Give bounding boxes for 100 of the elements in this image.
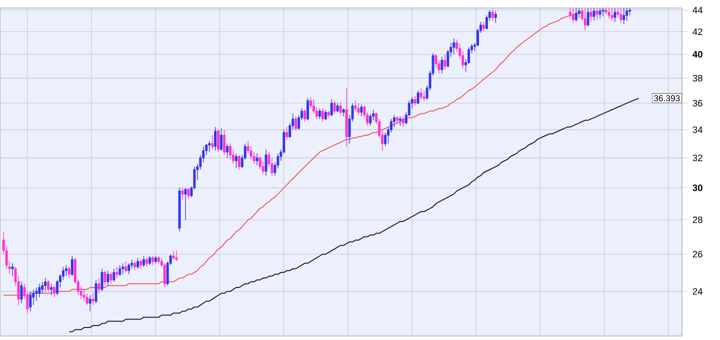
candlestick xyxy=(214,126,217,152)
candlestick xyxy=(50,283,53,296)
candlestick xyxy=(256,153,258,166)
candlestick xyxy=(491,8,494,22)
candlestick xyxy=(452,38,456,55)
candlestick xyxy=(223,129,226,156)
candlestick xyxy=(47,280,50,292)
candlestick xyxy=(304,109,306,122)
candlestick xyxy=(339,102,342,116)
candlestick xyxy=(402,116,404,128)
candlestick xyxy=(136,257,140,270)
candlestick xyxy=(286,126,288,140)
candlestick xyxy=(145,257,148,268)
candlestick xyxy=(324,109,327,121)
y-tick-label: 30 xyxy=(692,184,702,192)
candlestick xyxy=(336,102,339,113)
candlestick xyxy=(70,256,74,276)
y-tick-label: 34 xyxy=(692,126,703,134)
candlestick xyxy=(86,292,88,306)
candlestick xyxy=(104,270,106,286)
candlestick xyxy=(98,278,100,294)
candlestick xyxy=(35,287,38,302)
candlestick xyxy=(151,256,154,266)
candlestick xyxy=(142,256,145,268)
y-tick-label: 42 xyxy=(692,28,702,35)
candlestick xyxy=(122,262,124,275)
candlestick xyxy=(306,98,309,121)
y-tick-label: 24 xyxy=(692,288,703,295)
candlestick xyxy=(112,268,116,282)
y-tick-label: 36 xyxy=(692,100,702,107)
candlestick xyxy=(258,156,262,170)
candlestick xyxy=(626,8,628,22)
candlestick xyxy=(228,143,232,160)
candlestick xyxy=(44,278,47,292)
y-tick-label: 44 xyxy=(692,6,703,14)
candlestick xyxy=(482,22,485,32)
candlestick xyxy=(110,272,112,284)
candlestick xyxy=(53,285,56,298)
candlestick xyxy=(178,187,181,232)
candlestick xyxy=(29,291,32,312)
candlestick xyxy=(262,160,264,174)
candlestick xyxy=(157,256,160,264)
candlestick xyxy=(134,261,136,271)
y-tick-label: 28 xyxy=(692,216,702,224)
y-tick-label: 32 xyxy=(692,154,702,162)
candlestick xyxy=(88,294,92,312)
candlestick xyxy=(148,256,151,266)
candlestick xyxy=(357,102,360,116)
candlestick xyxy=(140,259,142,270)
candlestick xyxy=(333,100,336,114)
candlestick xyxy=(369,113,372,126)
y-tick-label: 26 xyxy=(692,250,702,258)
candlestick xyxy=(184,187,187,220)
candlestick xyxy=(82,289,86,302)
candlestick xyxy=(116,266,118,278)
candlestick xyxy=(175,250,178,262)
candlestick xyxy=(234,153,238,168)
candlestick xyxy=(342,108,345,117)
y-tick-label: 38 xyxy=(692,74,702,82)
candlestick xyxy=(94,280,98,304)
candlestick xyxy=(586,8,590,27)
candlestick xyxy=(321,108,324,122)
candlestick xyxy=(20,281,23,304)
candlestick xyxy=(220,128,223,152)
candlestick xyxy=(330,99,333,117)
candlestick xyxy=(217,129,220,152)
candlestick xyxy=(118,264,122,276)
candlestick xyxy=(38,283,41,298)
candlestick xyxy=(226,143,228,158)
candlestick xyxy=(211,134,214,150)
candlestick xyxy=(41,281,44,294)
candlestick xyxy=(64,264,68,276)
candlestick xyxy=(327,110,330,118)
candlestick xyxy=(11,262,14,276)
candlestick xyxy=(124,261,128,273)
candlestick xyxy=(494,10,497,24)
candlestick xyxy=(154,256,157,264)
candlestick xyxy=(238,154,240,170)
candlestick xyxy=(396,116,398,125)
candlestick xyxy=(345,88,348,147)
candlestick xyxy=(590,8,592,22)
candlestick xyxy=(420,88,422,100)
candlestick xyxy=(602,8,604,17)
candlestick xyxy=(92,292,94,306)
candlestick xyxy=(398,116,402,126)
candlestick xyxy=(440,56,444,74)
candlestick xyxy=(181,187,184,201)
candlestick xyxy=(354,100,357,112)
candlestick xyxy=(574,8,578,22)
candlestick xyxy=(444,54,446,70)
candlestick xyxy=(416,90,420,105)
candlestick xyxy=(422,90,426,101)
candlestick xyxy=(208,140,211,152)
candlestick xyxy=(614,8,616,22)
candlestick xyxy=(187,187,190,200)
y-tick-label: 40 xyxy=(692,51,702,58)
candlestick xyxy=(414,95,416,106)
candlestick xyxy=(294,116,298,132)
candlestick xyxy=(68,266,70,278)
text: 36.393 xyxy=(654,95,680,102)
